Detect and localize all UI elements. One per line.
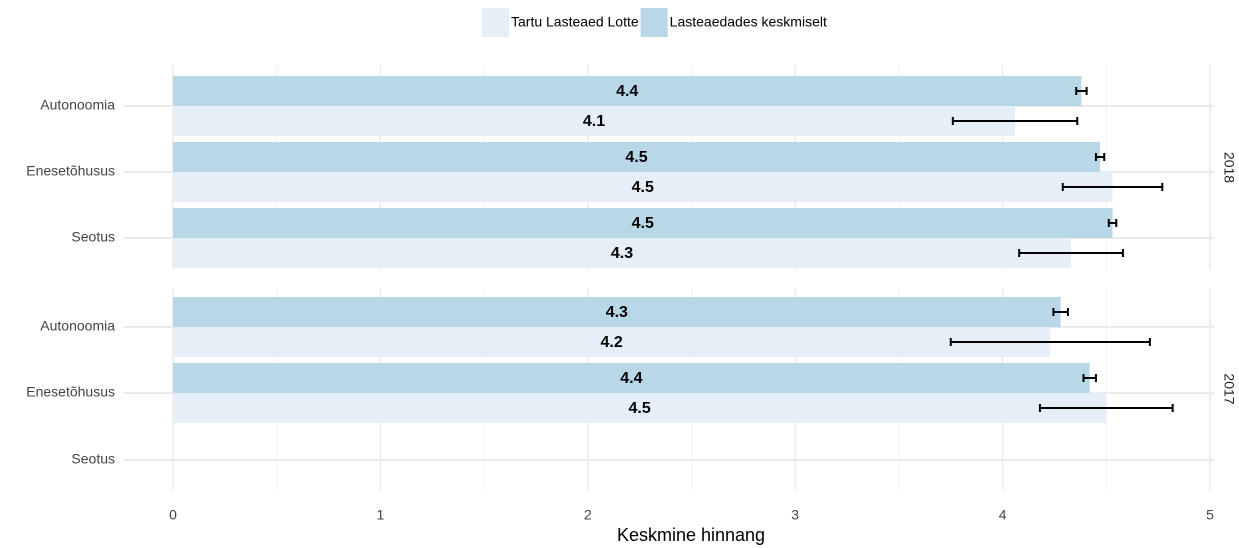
bar xyxy=(173,327,1051,357)
error-bar xyxy=(1107,219,1118,227)
y-tick-label: Autonoomia xyxy=(40,97,115,113)
facet-label: 2017 xyxy=(1221,373,1237,404)
bar xyxy=(173,172,1113,202)
legend-swatch xyxy=(640,8,668,37)
error-bar xyxy=(1038,404,1174,412)
error-bar xyxy=(1082,374,1097,382)
bar xyxy=(173,297,1061,327)
error-bar xyxy=(1094,153,1106,161)
bar xyxy=(173,76,1082,106)
bar xyxy=(173,363,1090,393)
value-label: 4.5 xyxy=(632,179,654,196)
bar xyxy=(173,208,1113,238)
value-label: 4.3 xyxy=(611,245,633,262)
error-bar xyxy=(1018,249,1124,257)
y-tick-label: Enesetõhusus xyxy=(26,163,115,179)
value-label: 4.3 xyxy=(606,304,628,321)
legend-swatch xyxy=(482,8,509,37)
error-bar xyxy=(1075,87,1088,95)
error-bar xyxy=(1061,183,1164,191)
error-bar xyxy=(949,338,1151,346)
value-label: 4.4 xyxy=(616,83,638,100)
value-label: 4.2 xyxy=(601,334,623,351)
x-axis-title: Keskmine hinnang xyxy=(617,525,765,545)
y-tick-label: Autonoomia xyxy=(40,318,115,334)
y-tick-label: Enesetõhusus xyxy=(26,384,115,400)
x-tick-label: 0 xyxy=(169,507,177,523)
bar xyxy=(173,142,1101,172)
x-tick-label: 4 xyxy=(999,507,1007,523)
bar xyxy=(173,393,1107,423)
facet-label: 2018 xyxy=(1221,152,1237,183)
error-bar xyxy=(951,117,1079,125)
bar xyxy=(173,238,1072,268)
value-label: 4.5 xyxy=(629,400,651,417)
y-tick-label: Seotus xyxy=(71,229,115,245)
x-tick-label: 1 xyxy=(377,507,385,523)
x-tick-label: 3 xyxy=(791,507,799,523)
x-tick-label: 5 xyxy=(1206,507,1214,523)
bar xyxy=(173,106,1016,136)
y-tick-label: Seotus xyxy=(71,451,115,467)
legend-label: Lasteaedades keskmiselt xyxy=(670,14,827,30)
x-tick-label: 2 xyxy=(584,507,592,523)
value-label: 4.5 xyxy=(625,149,647,166)
legend-label: Tartu Lasteaed Lotte xyxy=(511,14,639,30)
value-label: 4.1 xyxy=(583,113,605,130)
value-label: 4.5 xyxy=(632,215,654,232)
value-label: 4.4 xyxy=(620,370,642,387)
error-bar xyxy=(1052,308,1069,316)
